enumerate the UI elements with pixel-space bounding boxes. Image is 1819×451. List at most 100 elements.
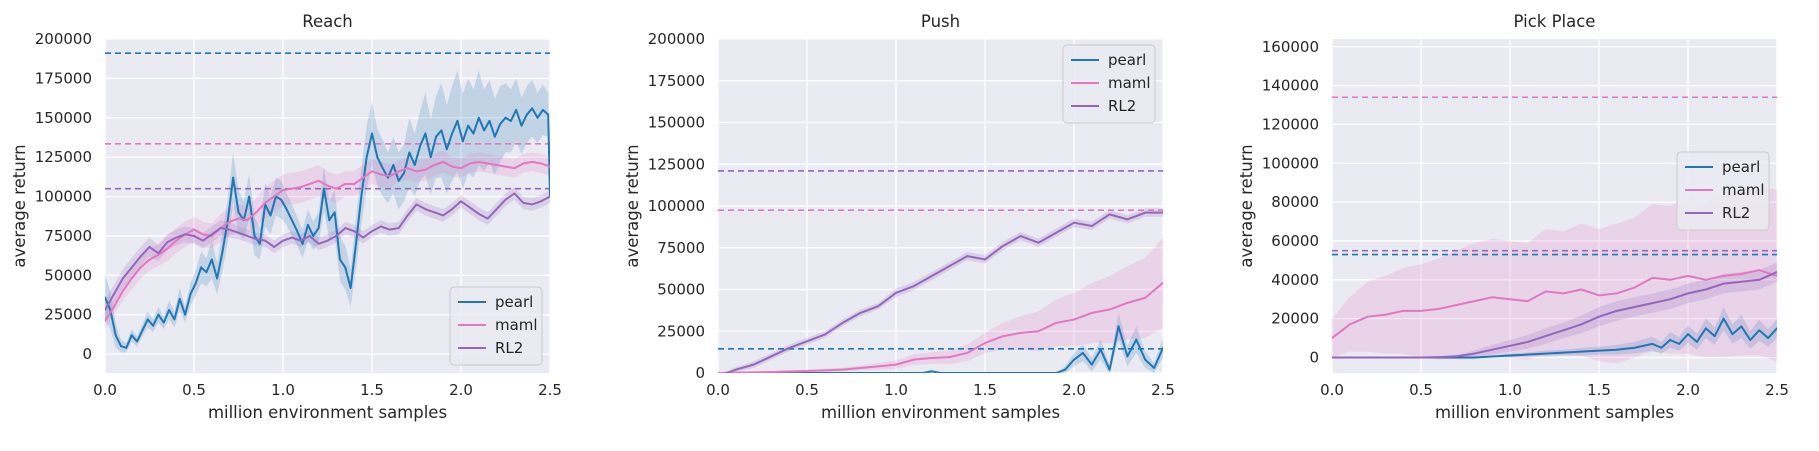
y-tick-label: 0: [82, 345, 92, 363]
point-maml: [299, 186, 302, 188]
point-pearl: [355, 242, 357, 245]
point-maml: [442, 160, 445, 163]
point-maml: [1420, 309, 1422, 312]
point-rl2: [1332, 356, 1333, 359]
chart-title: Reach: [302, 12, 353, 31]
point-pearl: [975, 372, 977, 373]
point-pearl: [1740, 325, 1743, 328]
point-rl2: [273, 246, 275, 248]
line-maml: [718, 282, 1163, 373]
point-pearl: [216, 277, 219, 280]
point-rl2: [1455, 355, 1458, 358]
point-rl2: [362, 236, 364, 239]
point-rl2: [460, 200, 462, 203]
point-pearl: [1562, 351, 1565, 354]
point-pearl: [312, 235, 315, 237]
point-rl2: [1402, 356, 1405, 359]
point-maml: [105, 320, 106, 322]
point-maml: [1332, 337, 1333, 339]
point-pearl: [1117, 325, 1120, 328]
point-maml: [353, 183, 356, 185]
point-rl2: [1162, 211, 1163, 214]
point-pearl: [1010, 372, 1013, 373]
x-tick-label: 1.5: [360, 381, 384, 399]
point-maml: [228, 220, 231, 223]
point-rl2: [984, 258, 986, 261]
point-maml: [966, 352, 969, 354]
point-pearl: [1144, 358, 1147, 361]
band-rl2: [105, 187, 550, 320]
point-pearl: [424, 132, 427, 135]
legend-label-pearl: pearl: [495, 293, 533, 311]
point-pearl: [509, 120, 512, 122]
band-pearl: [718, 312, 1163, 373]
point-maml: [823, 369, 826, 372]
chart-title: Pick Place: [1514, 12, 1596, 31]
point-maml: [1437, 308, 1440, 310]
point-pearl: [895, 372, 897, 373]
point-pearl: [403, 172, 405, 174]
point-pearl: [307, 224, 309, 226]
y-tick-label: 25000: [657, 322, 705, 340]
point-rl2: [308, 235, 311, 237]
point-rl2: [948, 265, 951, 268]
point-maml: [237, 217, 240, 220]
point-maml: [877, 365, 880, 368]
point-pearl: [547, 113, 550, 116]
point-pearl: [413, 164, 416, 166]
point-pearl: [125, 346, 128, 349]
point-maml: [157, 253, 160, 256]
point-rl2: [1544, 335, 1547, 338]
point-rl2: [1669, 298, 1672, 301]
point-pearl: [520, 124, 523, 127]
point-pearl: [258, 242, 261, 245]
point-pearl: [317, 227, 320, 229]
band-maml: [718, 237, 1163, 373]
point-rl2: [326, 239, 329, 242]
point-maml: [477, 160, 480, 163]
point-rl2: [734, 368, 737, 371]
chart-panel-1: 0.0 0.5 1.0 1.5 2.0 2.5 0 25000 50000 75000 100000…: [623, 12, 1175, 422]
point-rl2: [469, 206, 471, 209]
point-maml: [202, 233, 204, 236]
band-rl2: [721, 208, 1163, 373]
point-maml: [1776, 275, 1777, 277]
point-maml: [326, 184, 329, 187]
point-rl2: [210, 233, 213, 236]
point-pearl: [178, 298, 181, 300]
x-tick-label: 0.5: [795, 381, 819, 399]
point-pearl: [1509, 354, 1511, 357]
point-rl2: [495, 208, 498, 211]
point-maml: [1055, 322, 1058, 324]
point-maml: [930, 357, 933, 359]
point-pearl: [162, 321, 165, 324]
point-maml: [335, 187, 338, 190]
point-maml: [495, 164, 498, 166]
point-maml: [734, 371, 737, 373]
point-rl2: [317, 242, 320, 245]
legend-label-pearl: pearl: [1108, 51, 1146, 69]
point-maml: [1740, 273, 1743, 275]
point-rl2: [175, 236, 178, 239]
point-pearl: [136, 340, 138, 343]
point-pearl: [371, 132, 373, 135]
point-rl2: [1633, 306, 1636, 308]
point-maml: [344, 183, 347, 185]
point-rl2: [255, 238, 258, 240]
point-maml: [362, 176, 364, 179]
point-rl2: [264, 239, 267, 242]
x-tick-label: 0.5: [1409, 381, 1433, 399]
point-pearl: [461, 140, 464, 143]
point-maml: [406, 167, 409, 170]
x-tick-label: 0.0: [1320, 381, 1344, 399]
point-rl2: [1491, 348, 1494, 351]
point-pearl: [1713, 335, 1716, 338]
point-rl2: [1437, 356, 1440, 358]
point-maml: [130, 277, 133, 280]
point-pearl: [146, 318, 149, 321]
point-pearl: [397, 179, 400, 182]
point-rl2: [1108, 213, 1111, 216]
point-pearl: [376, 156, 379, 159]
y-tick-label: 0: [1309, 348, 1319, 366]
y-tick-label: 200000: [35, 30, 92, 48]
